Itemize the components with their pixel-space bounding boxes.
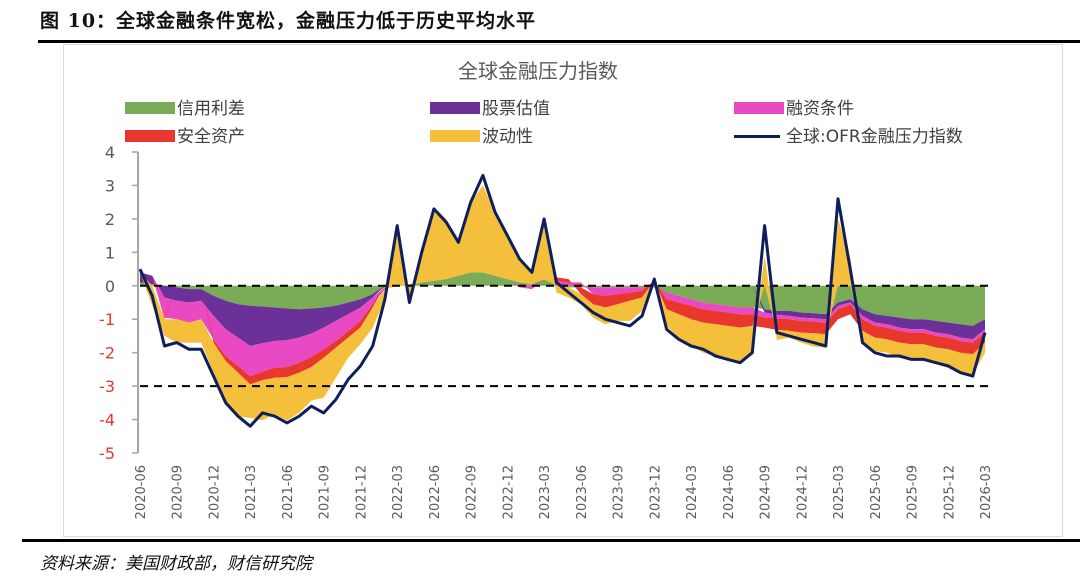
y-tick-label: -5 [99, 444, 115, 463]
legend-swatch [125, 102, 175, 114]
x-tick-label: 2024-09 [759, 465, 774, 519]
x-tick-label: 2026-03 [979, 465, 994, 519]
figure-title: 图 10：全球金融条件宽松，金融压力低于历史平均水平 [40, 10, 537, 32]
y-tick-label: 4 [105, 143, 115, 162]
y-axis: 4 3 2 1 0 -1 -2 -3 -4 -5 [99, 143, 139, 463]
area-series-3 [140, 272, 985, 385]
x-tick-label: 2020-12 [207, 465, 222, 519]
y-tick-label: 0 [105, 277, 115, 296]
y-tick-label: 1 [105, 243, 115, 262]
legend-label: 波动性 [482, 127, 533, 147]
legend-item: 信用利差 [125, 99, 245, 119]
y-tick-label: 3 [105, 176, 115, 195]
legend-label: 全球:OFR金融压力指数 [786, 127, 963, 147]
legend-swatch [430, 130, 480, 142]
y-tick-label: -2 [99, 344, 115, 363]
legend-label: 安全资产 [177, 127, 245, 147]
legend-item: 融资条件 [734, 99, 854, 119]
legend-item: 波动性 [430, 127, 533, 147]
x-tick-label: 2025-06 [869, 465, 884, 519]
legend-item: 股票估值 [430, 99, 550, 119]
reference-lines [140, 284, 990, 388]
area-series-0 [140, 272, 985, 326]
y-tick-label: -3 [99, 377, 115, 396]
area-series-1 [140, 272, 985, 346]
index-line [138, 173, 987, 428]
top-rule [38, 40, 1080, 43]
x-tick-label: 2021-12 [354, 465, 369, 519]
x-tick-label: 2022-03 [391, 465, 406, 519]
x-tick-label: 2025-12 [942, 465, 957, 519]
x-tick-label: 2020-09 [171, 465, 186, 519]
x-tick-label: 2023-09 [612, 465, 627, 519]
legend-swatch [125, 130, 175, 142]
y-tick-label: 2 [105, 210, 115, 229]
bottom-rule [22, 539, 1080, 542]
x-tick-label: 2024-03 [685, 465, 700, 519]
x-tick-label: 2021-03 [244, 465, 259, 519]
y-tick-label: -1 [99, 310, 115, 329]
legend-swatch [734, 102, 784, 114]
x-tick-label: 2023-12 [648, 465, 663, 519]
chart-title: 全球金融压力指数 [458, 59, 618, 83]
x-tick-label: 2025-09 [906, 465, 921, 519]
x-tick-label: 2023-03 [538, 465, 553, 519]
x-tick-label: 2025-03 [832, 465, 847, 519]
y-tick-label: -4 [99, 411, 115, 430]
x-tick-label: 2022-12 [501, 465, 516, 519]
x-tick-label: 2024-12 [795, 465, 810, 519]
x-tick-label: 2021-09 [318, 465, 333, 519]
legend-swatch [430, 102, 480, 114]
x-tick-label: 2020-06 [134, 465, 149, 519]
legend-label: 股票估值 [482, 99, 550, 119]
x-axis: 2020-06 2020-09 2020-12 2021-03 2021-06 2021-… [134, 465, 994, 519]
legend-swatch-line [734, 135, 780, 138]
line-series-5 [138, 173, 987, 428]
x-tick-label: 2022-09 [465, 465, 480, 519]
x-tick-label: 2021-06 [281, 465, 296, 519]
x-tick-label: 2023-06 [575, 465, 590, 519]
legend-label: 信用利差 [177, 99, 245, 119]
legend-label: 融资条件 [786, 99, 854, 119]
source-note: 资料来源：美国财政部，财信研究院 [40, 554, 312, 574]
x-tick-label: 2022-06 [428, 465, 443, 519]
legend-item: 安全资产 [125, 127, 245, 147]
legend-item: 全球:OFR金融压力指数 [734, 127, 963, 147]
x-tick-label: 2024-06 [722, 465, 737, 519]
